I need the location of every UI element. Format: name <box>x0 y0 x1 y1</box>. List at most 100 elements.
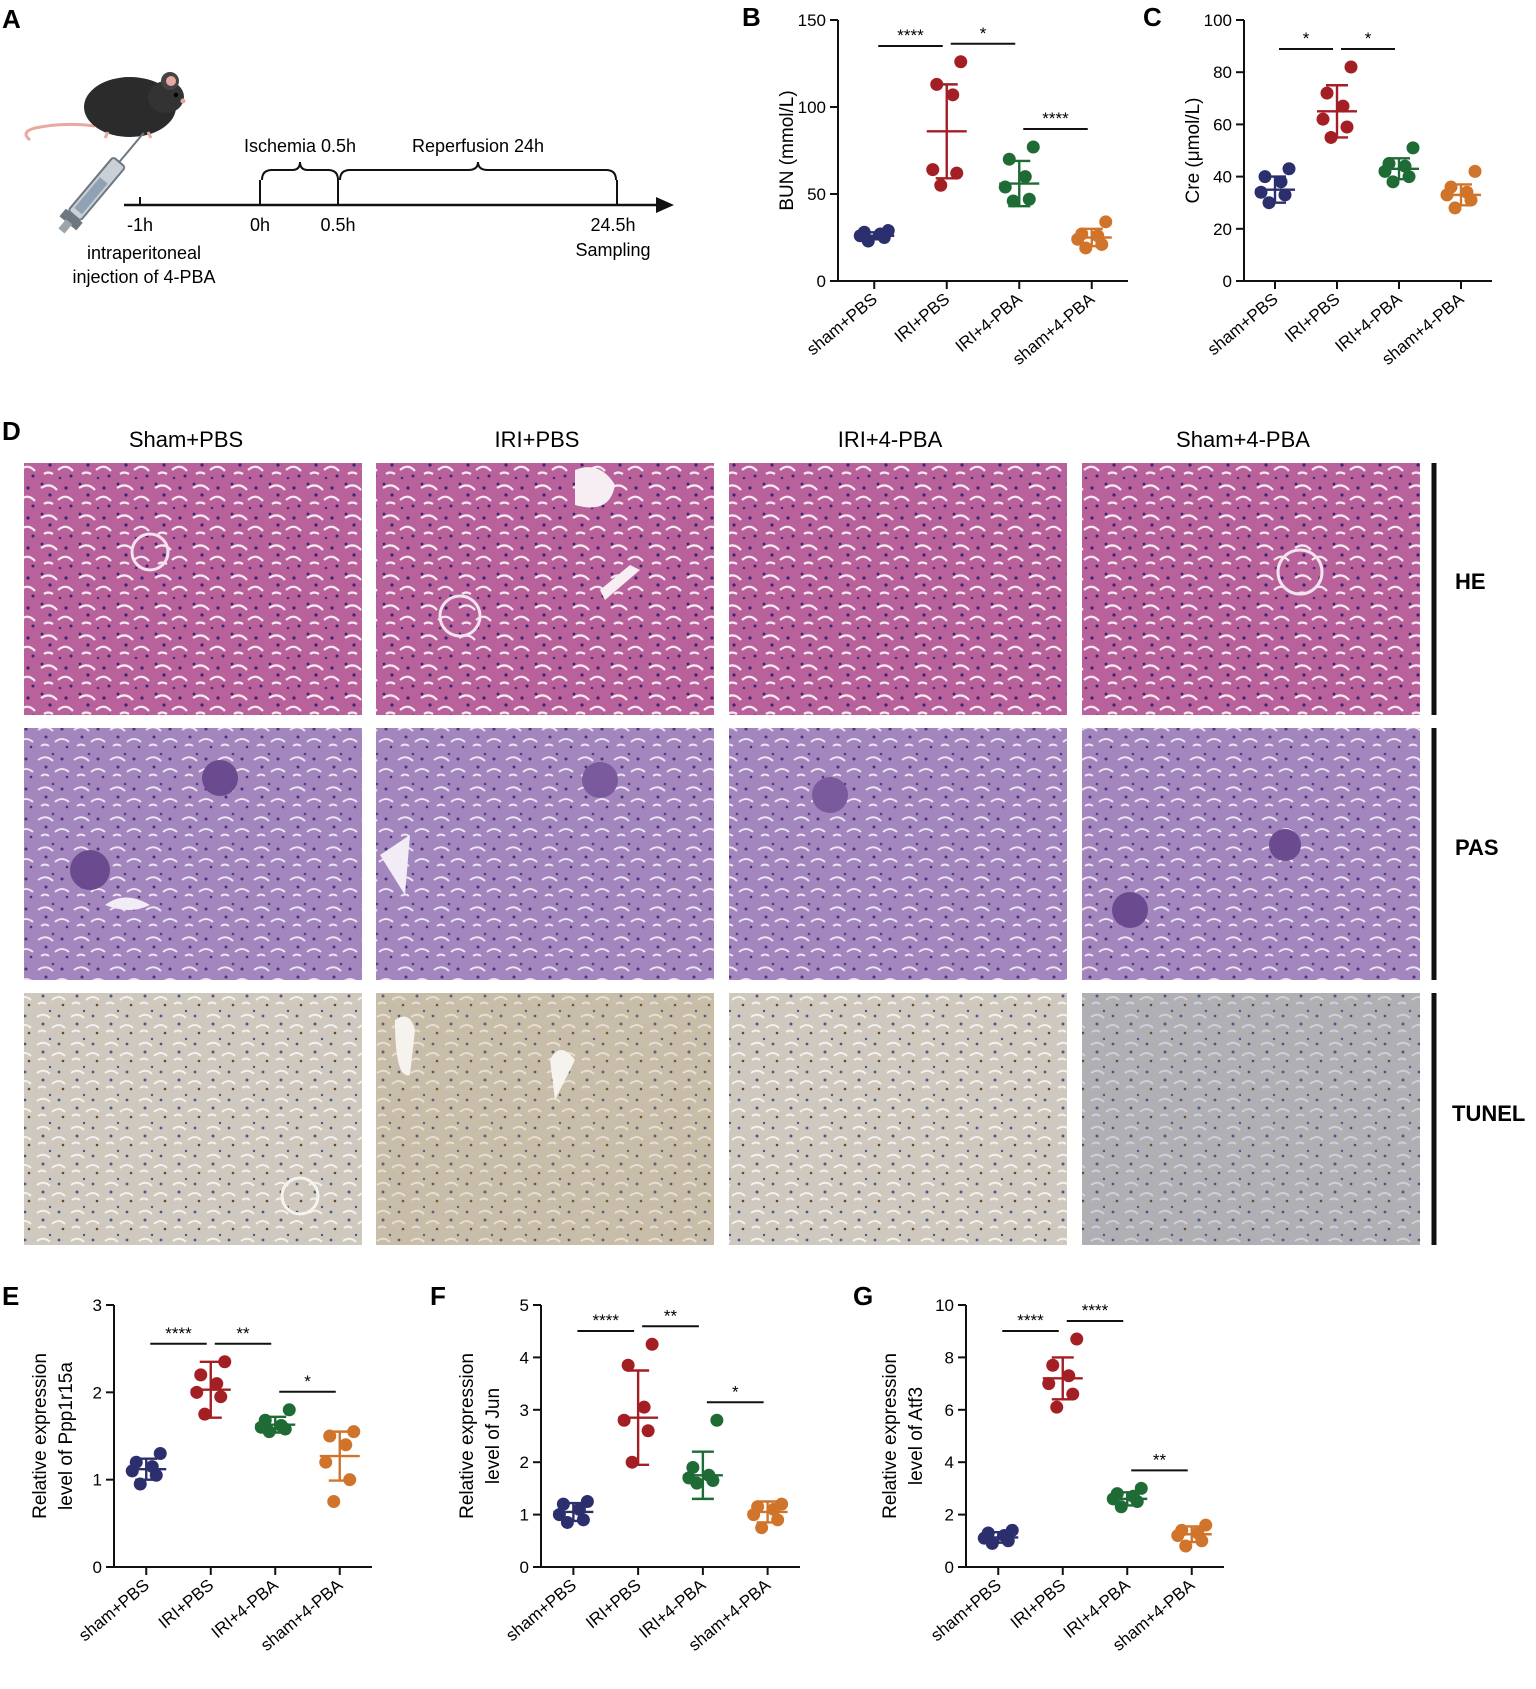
y-tick-label: 1 <box>520 1506 529 1525</box>
x-category-label: IRI+4-PBA <box>952 289 1027 356</box>
data-point <box>946 88 960 102</box>
y-tick-label: 150 <box>798 11 826 30</box>
tunel-image <box>729 993 1067 1245</box>
y-tick-label: 2 <box>93 1383 102 1402</box>
significance-label: **** <box>1042 109 1069 128</box>
y-tick-label: 100 <box>798 98 826 117</box>
significance-label: ** <box>1153 1450 1167 1469</box>
data-point <box>1340 120 1354 134</box>
y-tick-label: 2 <box>945 1506 954 1525</box>
data-point <box>1468 164 1482 178</box>
ischemia-brace <box>261 161 339 181</box>
significance-label: **** <box>1017 1311 1044 1330</box>
y-tick-label: 4 <box>945 1453 954 1472</box>
data-point <box>1110 1487 1124 1501</box>
pas-image <box>24 728 362 980</box>
x-category-label: IRI+PBS <box>1281 290 1344 347</box>
significance-label: ** <box>236 1324 250 1343</box>
data-point <box>645 1337 659 1351</box>
injection-label: injection of 4-PBA <box>72 267 215 287</box>
data-point <box>339 1438 353 1452</box>
reperfusion-brace <box>339 161 617 181</box>
significance-label: * <box>980 24 987 43</box>
data-point <box>1316 112 1330 126</box>
tunel-image <box>376 993 714 1245</box>
data-point <box>1406 141 1420 155</box>
histology-panel: Sham+PBS IRI+PBS IRI+4-PBA Sham+4-PBA HE… <box>24 427 1525 1245</box>
significance-label: * <box>732 1382 739 1401</box>
data-point <box>625 1455 639 1469</box>
y-axis-title: BUN (mmol/L) <box>777 90 798 210</box>
data-point <box>153 1446 167 1460</box>
reperfusion-label: Reperfusion 24h <box>412 136 544 156</box>
y-tick-label: 10 <box>935 1296 954 1315</box>
y-tick-label: 0 <box>945 1558 954 1577</box>
significance-label: ** <box>664 1306 678 1325</box>
y-tick-label: 1 <box>93 1471 102 1490</box>
y-axis-title: Relative expression <box>30 1353 51 1519</box>
he-image <box>24 463 362 715</box>
data-point <box>950 166 964 180</box>
data-point <box>621 1358 635 1372</box>
data-point <box>1066 1387 1080 1401</box>
data-point <box>1114 1500 1128 1514</box>
x-category-label: sham+PBS <box>803 290 881 360</box>
y-axis-title: level of Atf3 <box>906 1387 927 1485</box>
y-tick-label: 40 <box>1213 168 1232 187</box>
y-axis-title: Cre (μmol/L) <box>1183 98 1204 204</box>
y-tick-label: 3 <box>520 1401 529 1420</box>
significance-label: **** <box>165 1324 192 1343</box>
timeline-arrow <box>656 197 674 213</box>
panel-letter-e: E <box>2 1281 19 1311</box>
data-point <box>1336 99 1350 113</box>
y-tick-label: 0 <box>93 1558 102 1577</box>
y-tick-label: 3 <box>93 1296 102 1315</box>
data-point <box>1062 1369 1076 1383</box>
panel-letter-b: B <box>742 2 761 32</box>
x-category-label: IRI+PBS <box>1007 1576 1070 1633</box>
data-point <box>1042 1377 1056 1391</box>
he-image <box>1082 463 1420 715</box>
y-tick-label: 2 <box>520 1453 529 1472</box>
data-point <box>319 1455 333 1469</box>
he-image <box>729 463 1067 715</box>
data-point <box>641 1424 655 1438</box>
schematic-panel: Ischemia 0.5h Reperfusion 24h -1h 0h 0.5… <box>24 72 674 287</box>
data-point <box>347 1425 361 1439</box>
y-axis-title: Relative expression <box>457 1353 478 1519</box>
significance-label: **** <box>593 1311 620 1330</box>
histology-row-header: HE <box>1455 569 1486 594</box>
data-point <box>934 178 948 192</box>
pas-image <box>376 728 714 980</box>
significance-label: **** <box>897 26 924 45</box>
significance-label: * <box>1365 29 1372 48</box>
data-point <box>1079 241 1093 255</box>
x-category-label: IRI+PBS <box>582 1576 645 1633</box>
data-point <box>1460 185 1474 199</box>
data-point <box>751 1500 765 1514</box>
time-label: 0h <box>250 215 270 235</box>
y-axis-title: Relative expression <box>880 1353 901 1519</box>
y-tick-label: 6 <box>945 1401 954 1420</box>
histology-column-header: Sham+PBS <box>129 427 243 452</box>
data-point <box>775 1497 789 1511</box>
significance-label: * <box>304 1372 311 1391</box>
y-tick-label: 0 <box>1223 272 1232 291</box>
mouse-icon <box>24 72 186 142</box>
data-point <box>1386 175 1400 189</box>
data-point <box>710 1413 724 1427</box>
panel-letter-f: F <box>430 1281 446 1311</box>
significance-label: * <box>1303 29 1310 48</box>
data-point <box>580 1495 594 1508</box>
data-point <box>210 1377 224 1391</box>
ischemia-label: Ischemia 0.5h <box>244 136 356 156</box>
y-tick-label: 4 <box>520 1348 529 1367</box>
histology-row-header: TUNEL <box>1452 1101 1525 1126</box>
y-tick-label: 60 <box>1213 115 1232 134</box>
data-point <box>1320 86 1334 100</box>
data-point <box>145 1460 159 1474</box>
y-axis-title: level of Jun <box>483 1388 504 1484</box>
data-point <box>1382 157 1396 171</box>
data-point <box>194 1368 208 1382</box>
